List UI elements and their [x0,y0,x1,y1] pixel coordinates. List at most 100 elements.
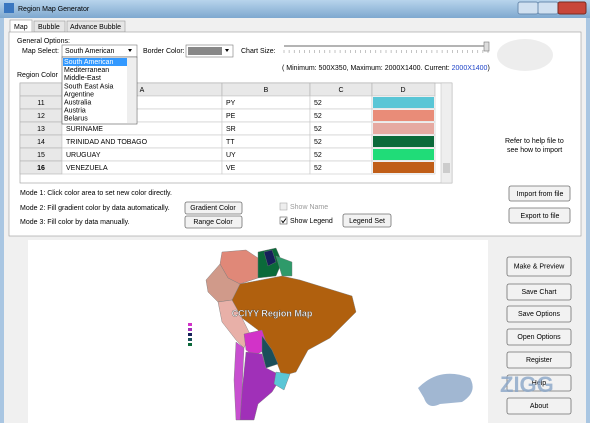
side-buttons: Make & Preview Save Chart Save Options Open… [506,256,572,415]
gradient-button[interactable] [184,201,243,215]
dropdown-list: South AmericanMediterraneanMiddle-EastSo… [61,56,138,125]
list-item[interactable]: Belarus [64,116,88,123]
region [263,249,277,267]
button-label: Help [532,380,547,387]
arrow [225,49,229,52]
checkbox[interactable] [279,202,288,211]
check [281,218,287,224]
range-button[interactable] [184,215,243,229]
tab-label: Advance Bubble [70,24,121,31]
button-label: Range Color [193,219,233,226]
legend-swatch [188,343,192,346]
list-item[interactable]: South East Asia [64,83,114,90]
legend-swatch [188,338,192,341]
minimize[interactable] [517,1,539,15]
label: Map Select: [22,48,59,55]
map [205,247,357,421]
whale [418,373,473,406]
table-label: Region Color [17,72,59,79]
slider-thumb[interactable] [483,41,490,52]
window-title: Region Map Generator [18,6,90,13]
app-icon [4,3,14,13]
color-cell[interactable] [373,97,434,108]
label: Border Color: [143,48,185,55]
list-item[interactable]: Argentine [64,91,94,98]
region-table: A B C D 11 PY 52 12 PE 52 13 SURINAME SR 52 14 TRIN… [19,82,453,184]
list-item[interactable]: Australia [64,100,91,107]
button-label: Save Options [518,311,561,318]
header-text: B [264,87,269,94]
mode-text: Mode 2: Fill gradient color by data auto… [20,205,170,212]
side-button[interactable] [506,397,572,415]
cell-text: VENEZUELA [66,165,108,172]
cell-text: TT [226,139,235,146]
mode-text: Mode 3: Fill color by data manually. [20,219,130,226]
region [273,371,291,391]
list-item[interactable]: Middle-East [64,75,101,82]
side-button[interactable] [506,256,572,277]
list-frame [61,56,138,125]
side-button[interactable] [506,283,572,301]
button-label: Legend Set [349,218,385,225]
legend-set-button[interactable] [342,213,392,228]
color-cell[interactable] [373,136,434,147]
scroll-thumb[interactable] [443,163,450,173]
cell-text: VE [226,165,236,172]
list-item[interactable]: South American [64,59,114,66]
checkbox-label: Show Name [290,204,328,211]
row-number: 15 [37,152,45,159]
color-cell[interactable] [373,162,434,173]
swatch [188,47,222,55]
size-note: ( Minimum: 500X350, Maximum: 2000X1400. … [282,65,490,72]
cell-text: SR [226,126,236,133]
row-number: 12 [37,113,45,120]
region [233,341,245,421]
side-button[interactable] [506,351,572,369]
slider-ticks [283,50,489,53]
list-item[interactable]: Austria [64,108,86,115]
close[interactable] [557,1,587,15]
button-label: Export to file [521,213,560,220]
cell-text: 52 [314,139,322,146]
region [261,335,279,369]
cell-text: UY [226,152,236,159]
tab-label: Map [14,24,28,31]
header-text: D [400,87,405,94]
map-legend [188,323,192,346]
cell-text: TRINIDAD AND TOBAGO [66,139,148,146]
import-button[interactable] [508,185,571,202]
checkbox[interactable] [279,216,288,225]
arrow [128,49,132,52]
watermark-text: ZIGG [500,372,554,397]
checkbox-label: Show Legend [290,218,333,225]
button-label: Register [526,357,553,364]
scrollbar[interactable] [440,82,453,184]
row-number: 14 [37,139,45,146]
side-button[interactable] [506,305,572,323]
list-item[interactable]: Mediterranean [64,67,109,74]
header-text: C [338,87,343,94]
title-bar [0,0,590,18]
cell-text: PE [226,113,236,120]
region [275,255,293,277]
mode-text: Mode 1: Click color area to set new colo… [20,190,172,197]
button-label: Make & Preview [514,263,566,270]
maximize[interactable] [537,1,559,15]
button-label: Save Chart [521,289,556,296]
row-number: 16 [37,165,45,172]
tab-label: Bubble [38,24,60,31]
side-button[interactable] [506,374,572,392]
color-cell[interactable] [373,123,434,134]
color-cell[interactable] [373,110,434,121]
cell [221,134,311,149]
heading: General Options: [17,38,70,45]
color-cell[interactable] [373,149,434,160]
corner [19,82,63,97]
help-text: see how to import [507,147,562,154]
help-text: Refer to help file to [505,138,564,145]
select-value: South American [65,48,115,55]
list-scrollbar[interactable] [127,58,136,123]
export-button[interactable] [508,207,571,224]
side-button[interactable] [506,328,572,346]
cell-text: SURINAME [66,126,103,133]
